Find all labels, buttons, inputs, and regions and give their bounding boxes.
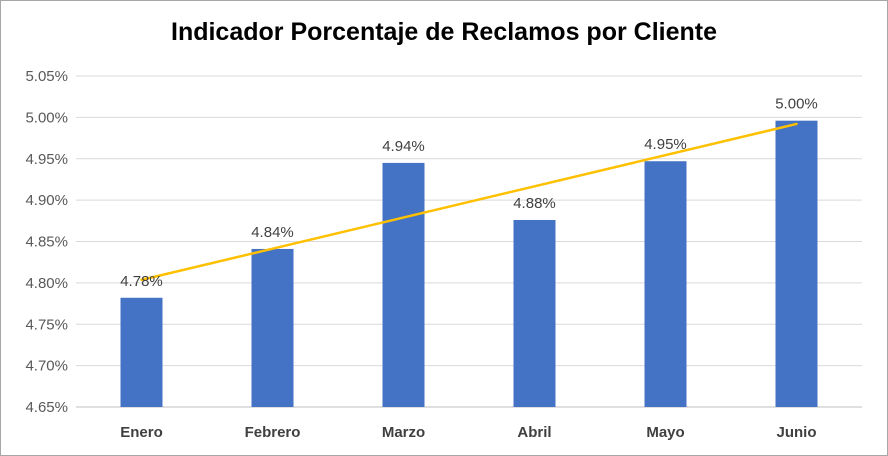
y-tick-label: 4.95% bbox=[25, 151, 68, 168]
x-tick-label: Febrero bbox=[245, 424, 301, 441]
x-tick-label: Junio bbox=[777, 424, 817, 441]
data-label: 4.88% bbox=[513, 195, 556, 212]
y-tick-label: 4.85% bbox=[25, 234, 68, 251]
bars bbox=[120, 120, 818, 407]
data-label: 4.84% bbox=[251, 224, 294, 241]
y-tick-label: 5.05% bbox=[25, 68, 68, 85]
y-tick-label: 4.90% bbox=[25, 192, 68, 209]
gridlines bbox=[76, 75, 862, 408]
bar bbox=[513, 219, 556, 407]
bar bbox=[382, 162, 425, 407]
y-axis-ticks: 4.65% 4.70% 4.75% 4.80% 4.85% 4.90% 4.95% 5.00%… bbox=[25, 68, 68, 416]
data-labels: 4.78% 4.84% 4.94% 4.88% 4.95% 5.00% bbox=[120, 96, 818, 290]
data-label: 5.00% bbox=[775, 96, 818, 113]
x-axis-categories: Enero Febrero Marzo Abril Mayo Junio bbox=[120, 424, 816, 441]
trendline-layer bbox=[140, 122, 798, 282]
y-tick-label: 4.75% bbox=[25, 316, 68, 333]
y-tick-label: 4.65% bbox=[25, 399, 68, 416]
x-tick-label: Abril bbox=[517, 424, 551, 441]
data-label: 4.78% bbox=[120, 273, 163, 290]
x-tick-label: Marzo bbox=[382, 424, 425, 441]
bar bbox=[644, 161, 687, 407]
y-tick-label: 4.70% bbox=[25, 358, 68, 375]
y-tick-label: 5.00% bbox=[25, 109, 68, 126]
bar bbox=[251, 248, 294, 407]
x-tick-label: Mayo bbox=[646, 424, 684, 441]
x-tick-label: Enero bbox=[120, 424, 163, 441]
y-tick-label: 4.80% bbox=[25, 275, 68, 292]
data-label: 4.95% bbox=[644, 136, 687, 153]
chart-title: Indicador Porcentaje de Reclamos por Cli… bbox=[171, 18, 717, 46]
data-label: 4.94% bbox=[382, 138, 425, 155]
bar bbox=[120, 297, 163, 407]
bar bbox=[775, 120, 818, 407]
trendline bbox=[140, 122, 798, 282]
